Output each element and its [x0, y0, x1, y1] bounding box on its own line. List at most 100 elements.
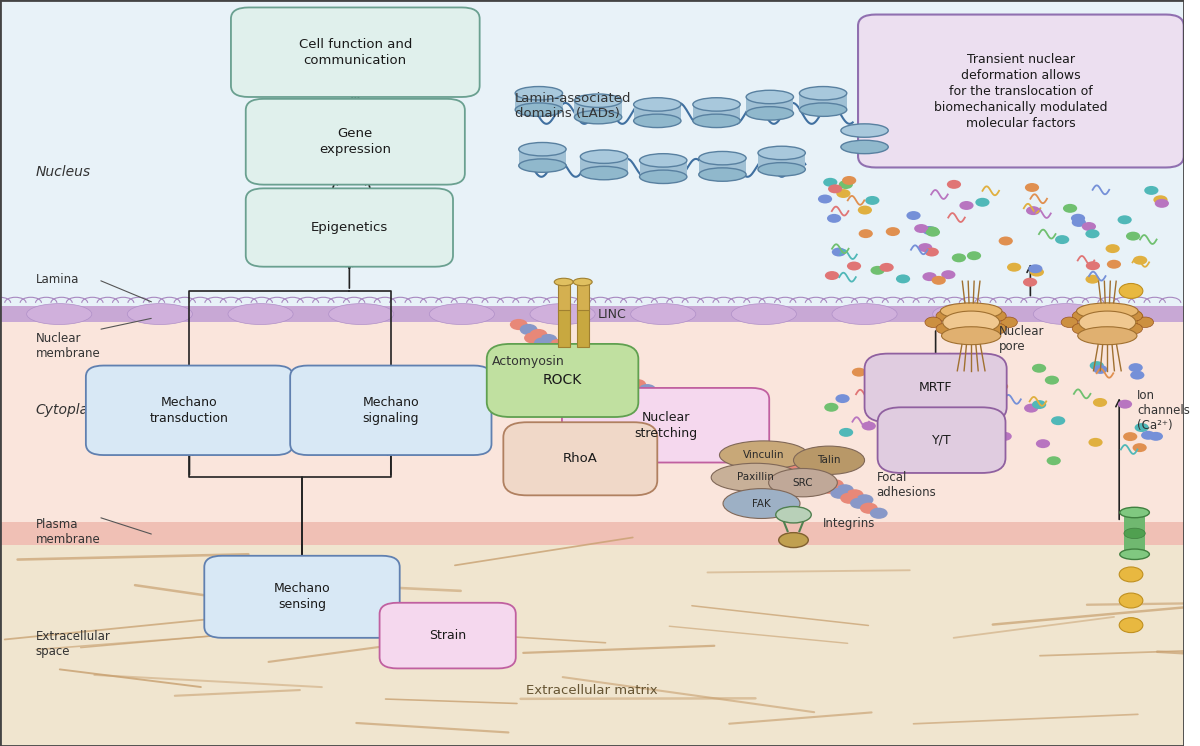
Bar: [0, 317, 1184, 541]
Circle shape: [1030, 268, 1044, 277]
Circle shape: [767, 449, 785, 460]
Circle shape: [1088, 438, 1103, 447]
Circle shape: [791, 468, 809, 479]
Circle shape: [925, 317, 942, 327]
Ellipse shape: [575, 110, 622, 124]
Circle shape: [917, 454, 930, 463]
Bar: [577, 282, 589, 312]
Circle shape: [1133, 443, 1147, 452]
Bar: [581, 157, 628, 173]
Circle shape: [643, 392, 660, 404]
Bar: [0, 522, 1184, 545]
Circle shape: [918, 243, 932, 252]
Circle shape: [923, 226, 936, 235]
Circle shape: [856, 494, 874, 506]
Circle shape: [1133, 256, 1147, 265]
Circle shape: [990, 311, 1007, 322]
Circle shape: [840, 492, 858, 504]
FancyBboxPatch shape: [877, 407, 1006, 473]
Circle shape: [1046, 457, 1061, 466]
Circle shape: [836, 484, 853, 495]
Ellipse shape: [775, 507, 811, 523]
Circle shape: [540, 334, 557, 345]
Circle shape: [1061, 317, 1078, 327]
Text: LINC: LINC: [598, 308, 626, 322]
Circle shape: [826, 479, 844, 490]
Circle shape: [797, 464, 814, 475]
Circle shape: [898, 412, 912, 421]
Circle shape: [986, 425, 1001, 434]
Circle shape: [925, 248, 938, 257]
Circle shape: [1099, 326, 1116, 336]
Ellipse shape: [518, 159, 566, 172]
Circle shape: [967, 251, 982, 260]
Circle shape: [1036, 439, 1050, 448]
Circle shape: [1141, 430, 1156, 439]
Circle shape: [976, 198, 990, 207]
Circle shape: [823, 178, 838, 186]
Circle shape: [923, 272, 937, 281]
Ellipse shape: [640, 170, 686, 184]
Circle shape: [962, 308, 979, 319]
Circle shape: [712, 427, 730, 439]
Circle shape: [870, 405, 884, 414]
Circle shape: [727, 429, 745, 440]
Ellipse shape: [698, 151, 746, 165]
Circle shape: [936, 323, 953, 333]
Ellipse shape: [779, 533, 809, 548]
Circle shape: [1026, 206, 1040, 215]
Circle shape: [941, 270, 955, 279]
Circle shape: [1106, 260, 1121, 269]
Ellipse shape: [1033, 304, 1098, 325]
Circle shape: [1128, 363, 1142, 372]
Circle shape: [608, 369, 626, 380]
Ellipse shape: [634, 98, 680, 111]
Circle shape: [818, 195, 832, 204]
FancyBboxPatch shape: [246, 188, 454, 267]
Ellipse shape: [746, 90, 793, 104]
Circle shape: [732, 437, 749, 449]
Circle shape: [1090, 361, 1104, 370]
Circle shape: [1105, 244, 1120, 253]
Circle shape: [574, 357, 592, 369]
Circle shape: [697, 414, 715, 425]
Circle shape: [1007, 263, 1021, 272]
Ellipse shape: [799, 87, 847, 100]
Circle shape: [994, 382, 1008, 391]
Ellipse shape: [932, 304, 997, 325]
Ellipse shape: [574, 278, 592, 286]
Circle shape: [757, 444, 775, 455]
Circle shape: [962, 326, 979, 336]
Text: Epigenetics: Epigenetics: [311, 221, 388, 234]
Circle shape: [998, 236, 1013, 245]
Circle shape: [862, 421, 876, 430]
Text: Talin: Talin: [817, 455, 841, 466]
Circle shape: [960, 434, 974, 443]
Circle shape: [830, 488, 848, 499]
Circle shape: [618, 374, 636, 385]
Text: Cell function and
communication: Cell function and communication: [299, 38, 412, 66]
Text: Vinculin: Vinculin: [743, 450, 785, 460]
Circle shape: [776, 454, 794, 466]
Circle shape: [925, 227, 940, 236]
Text: Nucleus: Nucleus: [36, 165, 91, 178]
Circle shape: [692, 418, 709, 429]
Circle shape: [529, 329, 547, 340]
Ellipse shape: [515, 103, 563, 116]
Text: Mechano
transduction: Mechano transduction: [150, 396, 229, 424]
Circle shape: [901, 379, 914, 388]
Bar: [515, 93, 563, 110]
Circle shape: [852, 368, 866, 377]
Bar: [746, 97, 793, 113]
Circle shape: [1051, 416, 1066, 425]
FancyBboxPatch shape: [858, 14, 1183, 167]
Circle shape: [931, 276, 946, 285]
Ellipse shape: [575, 94, 622, 107]
Circle shape: [811, 477, 828, 489]
Ellipse shape: [634, 114, 680, 128]
Ellipse shape: [640, 154, 686, 167]
Circle shape: [896, 275, 910, 283]
Circle shape: [1120, 593, 1142, 608]
Circle shape: [907, 386, 922, 395]
Circle shape: [534, 337, 552, 348]
